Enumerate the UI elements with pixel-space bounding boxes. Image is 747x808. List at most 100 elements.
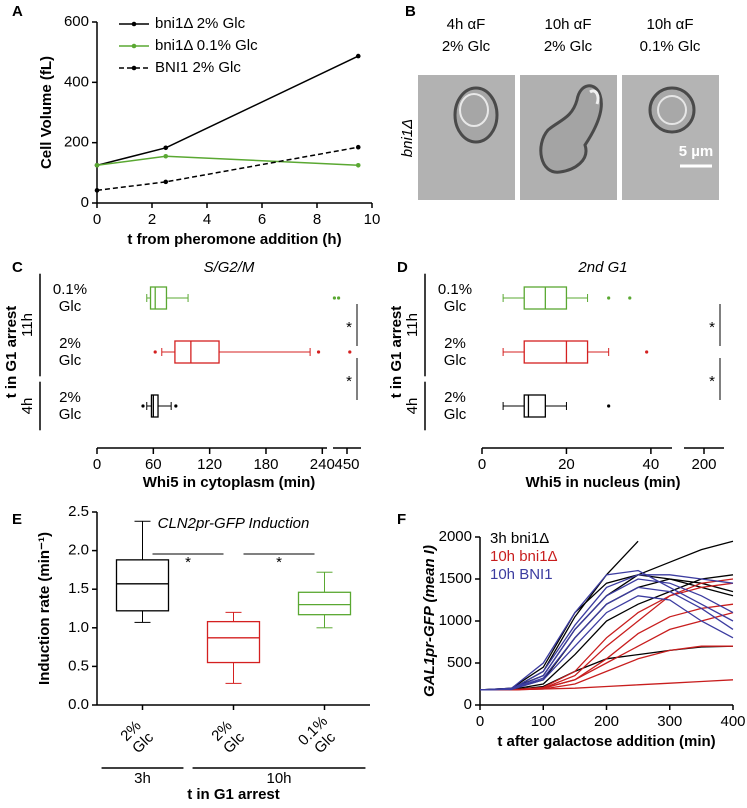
cell	[648, 86, 696, 134]
group-label: 4h	[19, 398, 36, 415]
x-tick-label: 20	[558, 456, 575, 473]
panel-label: F	[397, 511, 406, 528]
x-tick-label: 6	[258, 211, 266, 228]
series-line	[479, 595, 734, 691]
x-tick-label: 120	[197, 456, 222, 473]
x-tick-label: 400	[720, 713, 745, 730]
cell	[459, 93, 489, 127]
panel-title: 2% Glc	[442, 38, 491, 55]
legend-label: bni1Δ 2% Glc	[155, 15, 246, 32]
x-tick-label: 240	[310, 456, 335, 473]
point	[355, 162, 361, 168]
significance-star: *	[709, 373, 715, 390]
panel-label: A	[12, 3, 23, 20]
significance-star: *	[346, 319, 352, 336]
legend-marker	[131, 43, 137, 49]
chart-title: S/G2/M	[204, 259, 255, 276]
legend-label: BNI1 2% Glc	[155, 59, 241, 76]
y-tick-label: 1500	[439, 570, 472, 587]
panel-title: 0.1% Glc	[640, 38, 701, 55]
x-tick-label: 450	[334, 456, 359, 473]
significance-star: *	[709, 319, 715, 336]
x-tick-label: 180	[253, 456, 278, 473]
y-tick-label: 0	[81, 194, 89, 211]
panel-label: D	[397, 259, 408, 276]
outlier	[607, 404, 611, 408]
outlier	[174, 404, 178, 408]
x-axis-title: t after galactose addition (min)	[497, 733, 715, 750]
y-axis-title: t in G1 arrest	[3, 306, 20, 399]
series-line	[480, 582, 734, 691]
category-label: 2% Glc	[443, 389, 467, 423]
significance-star: *	[185, 554, 191, 571]
y-axis-title: Induction rate (min⁻¹)	[36, 532, 53, 685]
box	[174, 340, 220, 364]
legend-label: 10h BNI1	[490, 566, 553, 583]
x-axis-title: Whi5 in nucleus (min)	[525, 474, 680, 491]
x-tick-label: 100	[531, 713, 556, 730]
chart-title: 2nd G1	[577, 259, 627, 276]
series-line	[96, 146, 359, 192]
outlier	[316, 350, 321, 354]
outlier	[348, 350, 352, 354]
category-label: 2% Glc	[58, 389, 82, 423]
group-label: 3h	[134, 770, 151, 787]
outlier	[607, 296, 611, 300]
significance-star: *	[346, 373, 352, 390]
x-tick-label: 4	[203, 211, 211, 228]
panel-label: C	[12, 259, 23, 276]
outlier	[153, 350, 157, 354]
series-line	[479, 574, 734, 691]
outlier	[645, 350, 649, 354]
point	[94, 162, 100, 168]
series-line	[480, 611, 734, 691]
point	[355, 144, 361, 150]
panel-title: 10h αF	[646, 16, 693, 33]
x-tick-label: 0	[476, 713, 484, 730]
y-tick-label: 2.0	[68, 542, 89, 559]
significance-star: *	[276, 554, 282, 571]
y-tick-label: 0	[464, 696, 472, 713]
box	[150, 394, 159, 418]
legend-marker	[131, 65, 137, 71]
point	[163, 145, 169, 151]
legend-label: bni1Δ 0.1% Glc	[155, 37, 258, 54]
y-axis-title: GAL1pr-GFP (mean I)	[421, 545, 438, 697]
x-tick-label: 8	[313, 211, 321, 228]
legend-label: 10h bni1Δ	[490, 548, 558, 565]
x-tick-label: 200	[594, 713, 619, 730]
y-tick-label: 1000	[439, 612, 472, 629]
chart-title: CLN2pr-GFP Induction	[158, 515, 310, 532]
outlier	[141, 404, 145, 408]
outlier	[628, 296, 632, 300]
outlier	[332, 296, 336, 300]
x-tick-label: 2	[148, 211, 156, 228]
x-tick-label: 0	[93, 211, 101, 228]
box	[115, 559, 170, 612]
cell	[589, 89, 600, 105]
panel-title: 10h αF	[544, 16, 591, 33]
box	[523, 340, 589, 364]
x-axis-title: Whi5 in cytoplasm (min)	[143, 474, 316, 491]
x-tick-label: 0	[93, 456, 101, 473]
series-line	[96, 155, 359, 167]
series-line	[479, 578, 734, 691]
y-tick-label: 500	[447, 654, 472, 671]
x-tick-label: 300	[657, 713, 682, 730]
x-tick-label: 10	[364, 211, 381, 228]
y-tick-label: 2000	[439, 528, 472, 545]
series-line	[479, 569, 734, 691]
outlier	[337, 296, 341, 300]
panel-label: B	[405, 3, 416, 20]
x-tick-label: 200	[691, 456, 716, 473]
x-tick-label: 0	[478, 456, 486, 473]
y-tick-label: 400	[64, 73, 89, 90]
box	[206, 620, 261, 664]
y-tick-label: 0.5	[68, 657, 89, 674]
y-tick-label: 0.0	[68, 696, 89, 713]
box	[523, 394, 546, 418]
series-line	[480, 603, 734, 691]
x-tick-label: 60	[145, 456, 162, 473]
